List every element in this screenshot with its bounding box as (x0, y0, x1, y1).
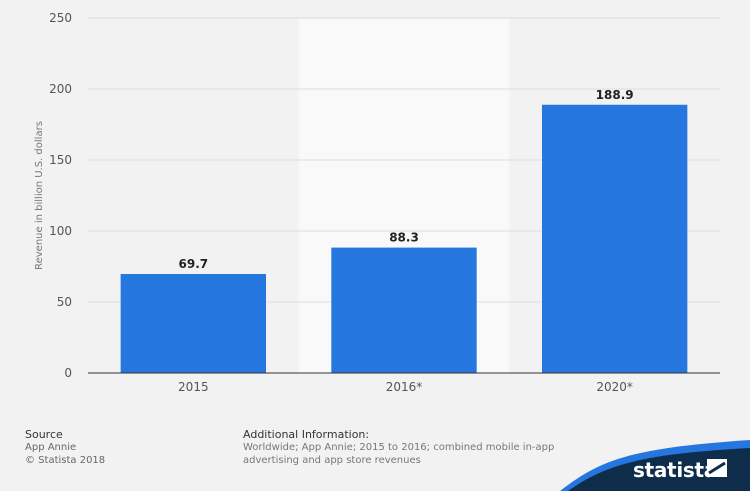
additional-info-title: Additional Information: (243, 428, 370, 441)
y-tick-label: 150 (49, 153, 72, 167)
statista-mark-icon (707, 459, 727, 477)
additional-info-line: advertising and app store revenues (243, 455, 421, 466)
bar[interactable] (120, 274, 267, 373)
y-axis-ticks: 0 50 100 150 200 250 (49, 11, 72, 380)
y-tick-label: 0 (64, 366, 72, 380)
bar[interactable] (541, 104, 688, 374)
source-title: Source (25, 428, 63, 441)
additional-info-block: Additional Information: Worldwide; App A… (243, 428, 603, 467)
y-tick-label: 200 (49, 82, 72, 96)
y-tick-label: 250 (49, 11, 72, 25)
data-label: 188.9 (596, 88, 634, 102)
footer: Source App Annie © Statista 2018 Additio… (0, 418, 750, 491)
brand-wave-shape (560, 440, 750, 491)
statista-logo[interactable]: statista (633, 458, 717, 482)
data-labels: 69.7 88.3 188.9 (179, 88, 634, 271)
x-tick-label: 2015 (178, 380, 209, 394)
source-block: Source App Annie © Statista 2018 (25, 428, 105, 467)
copyright: © Statista 2018 (25, 455, 106, 466)
y-tick-label: 50 (57, 295, 72, 309)
bar[interactable] (331, 247, 477, 373)
x-tick-label: 2016* (386, 380, 423, 394)
additional-info-line: Worldwide; App Annie; 2015 to 2016; comb… (243, 442, 555, 453)
x-axis-ticks: 2015 2016* 2020* (178, 380, 633, 394)
source-name[interactable]: App Annie (25, 442, 77, 453)
x-tick-label: 2020* (596, 380, 633, 394)
data-label: 88.3 (389, 231, 419, 245)
y-axis-title: Revenue in billion U.S. dollars (34, 121, 45, 270)
data-label: 69.7 (179, 257, 209, 271)
y-tick-label: 100 (49, 224, 72, 238)
bars (120, 104, 688, 374)
